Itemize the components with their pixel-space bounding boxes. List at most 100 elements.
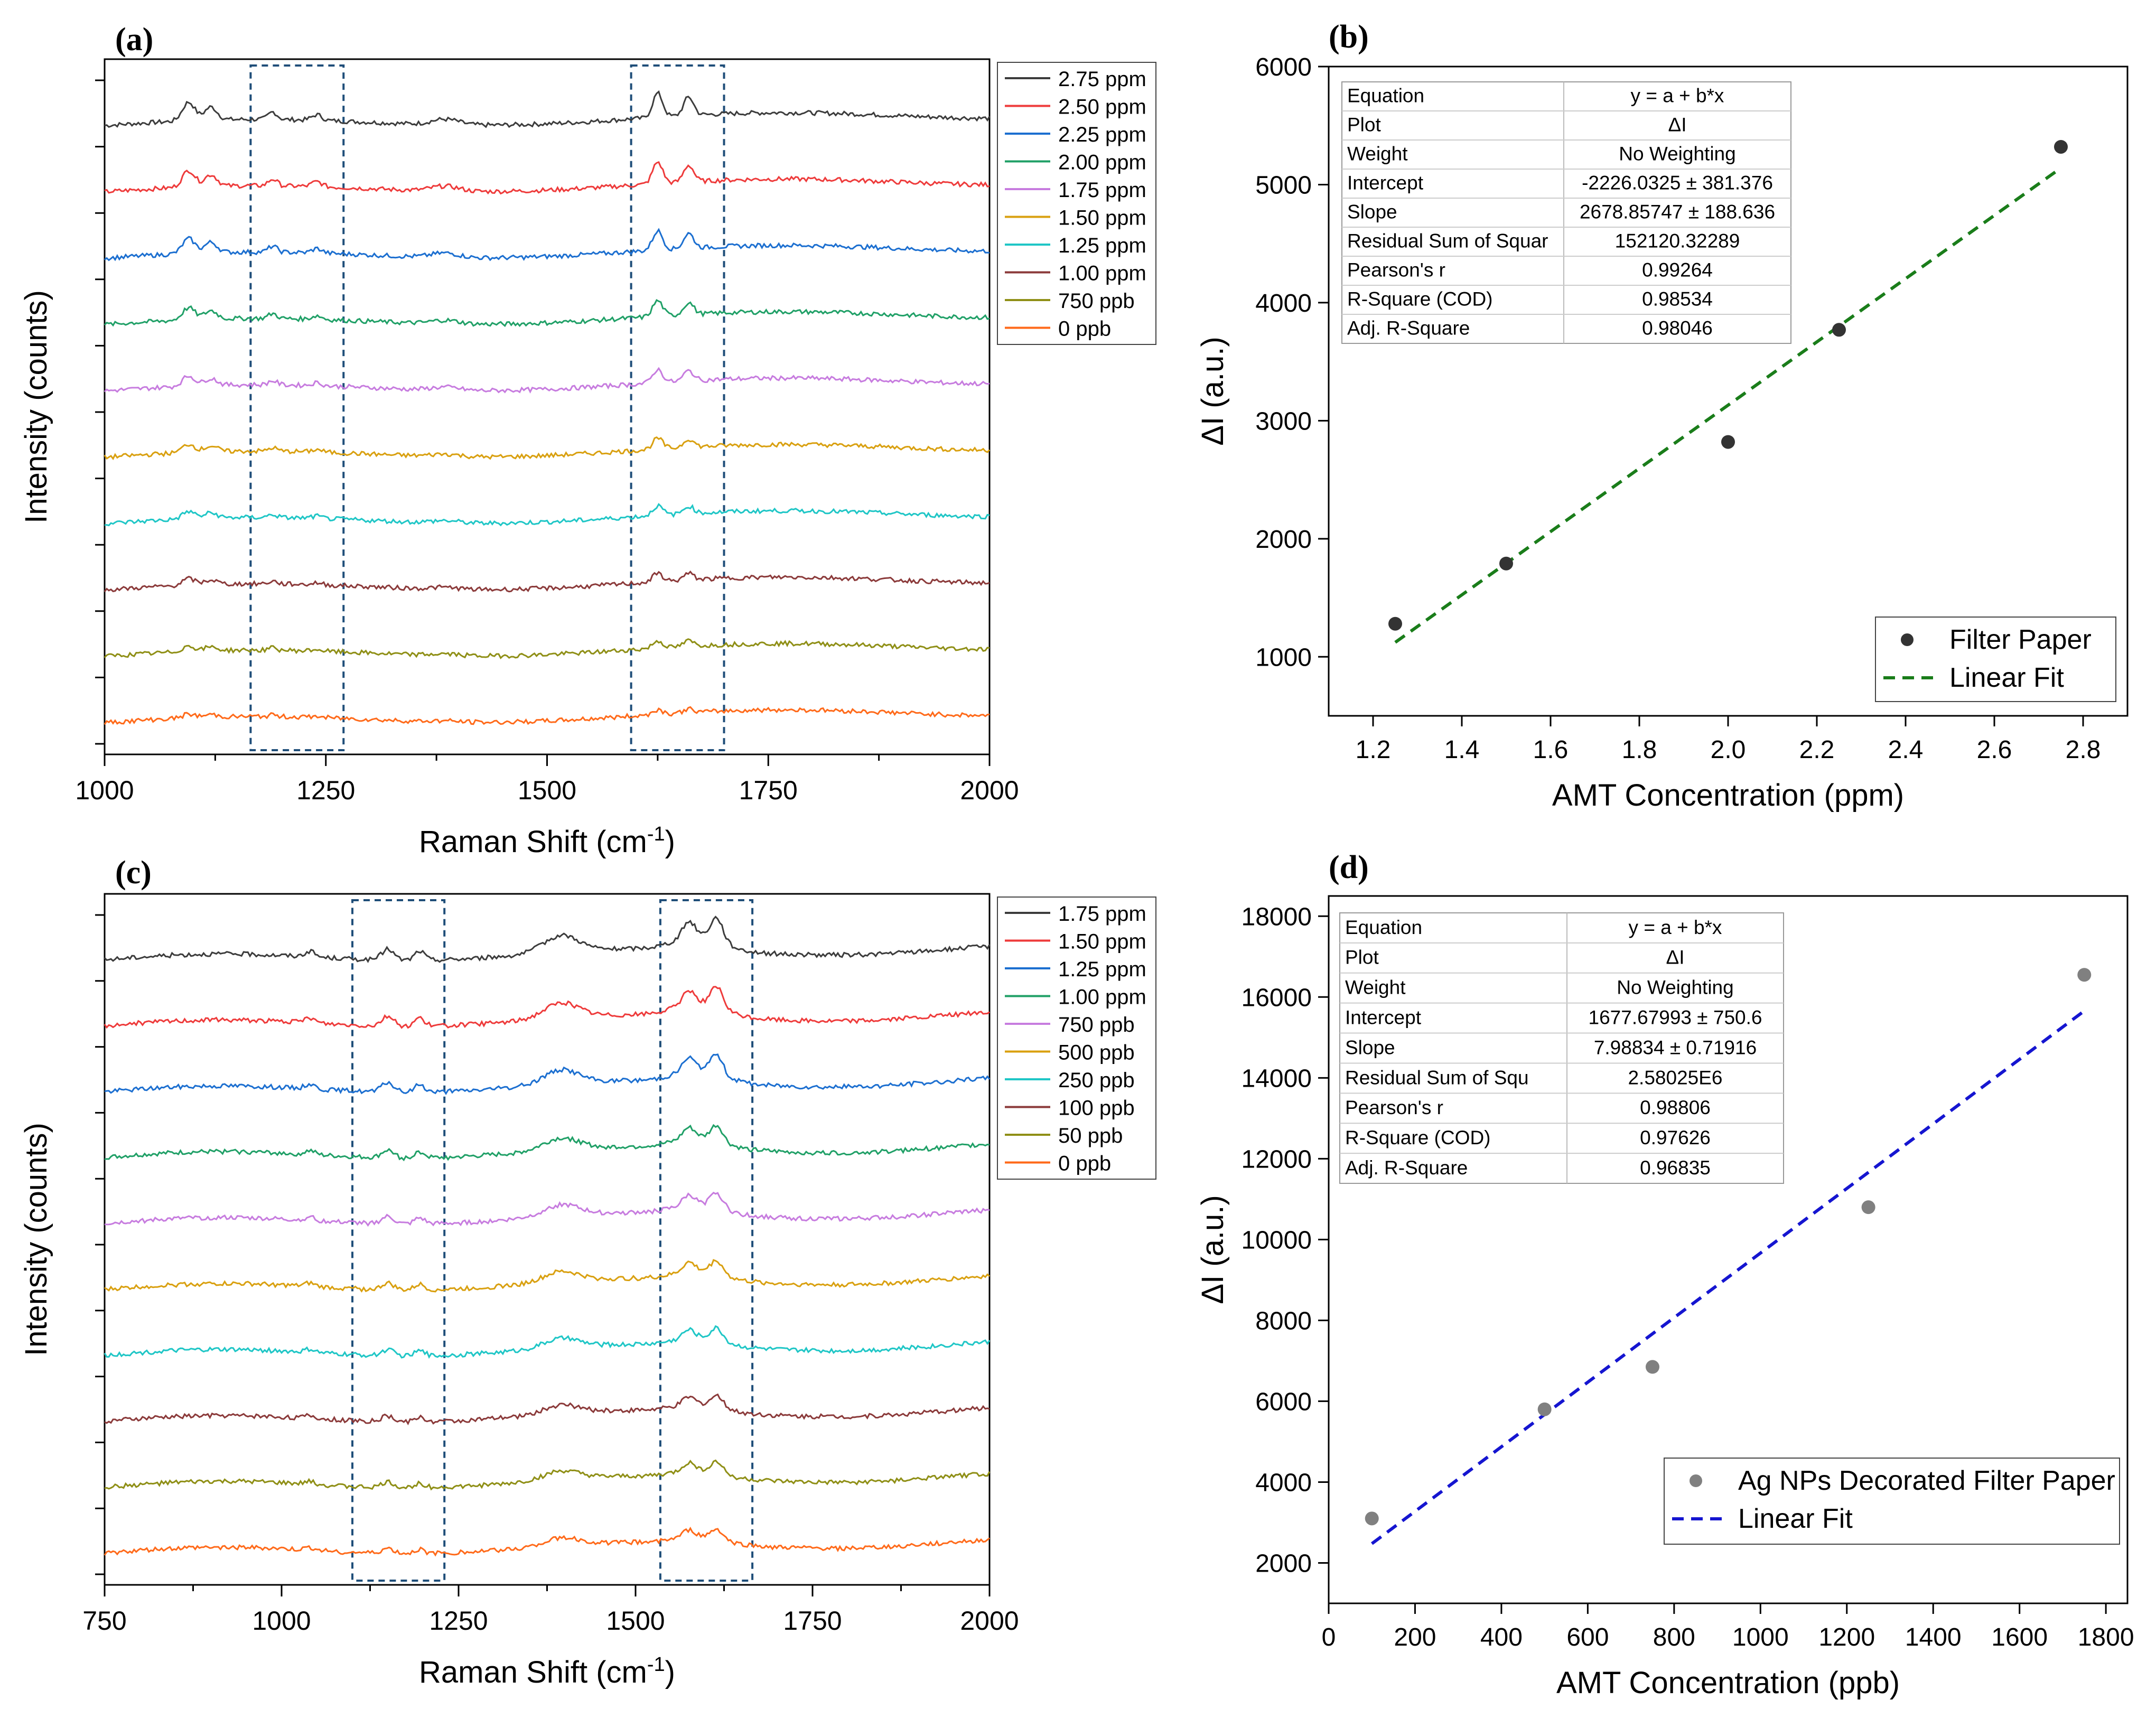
fit-line: [1370, 1010, 2086, 1545]
x-tick-label: 0: [1322, 1623, 1336, 1651]
x-tick-label: 1000: [1732, 1623, 1789, 1651]
x-tick-label: 1400: [1905, 1623, 1962, 1651]
legend: Ag NPs Decorated Filter Paper Linear Fit: [1664, 1458, 2120, 1545]
stats-key: Residual Sum of Squ: [1345, 1067, 1529, 1088]
x-tick-label: 400: [1480, 1623, 1523, 1651]
y-tick-label: 3000: [1255, 407, 1312, 435]
plot-frame: [1328, 895, 2129, 1604]
x-tick-label: 800: [1653, 1623, 1695, 1651]
stats-value: 0.98534: [1642, 288, 1713, 310]
legend-label: 1.75 ppm: [1058, 179, 1146, 202]
panel-label: (b): [1329, 19, 1369, 55]
stats-value: 0.98046: [1642, 317, 1713, 339]
legend: Filter Paper Linear Fit: [1875, 617, 2116, 702]
stats-value: 1677.67993 ± 750.6: [1589, 1006, 1762, 1028]
stats-table-frame: [1339, 912, 1784, 1184]
stats-value: ΔI: [1666, 947, 1685, 968]
legend-label: Linear Fit: [1738, 1503, 1853, 1534]
data-point: [1645, 1360, 1659, 1374]
legend-box: [997, 62, 1156, 345]
legend-label: Filter Paper: [1949, 624, 2092, 655]
x-axis-label: Raman Shift (cm-1): [419, 1654, 675, 1689]
panel-label: (a): [115, 22, 153, 58]
x-tick-label: 1250: [296, 776, 355, 805]
stats-value: ΔI: [1668, 114, 1687, 136]
stats-key: R-Square (COD): [1347, 288, 1493, 310]
data-point: [1499, 556, 1513, 571]
x-tick-label: 1.2: [1356, 736, 1391, 764]
stats-value: 7.98834 ± 0.71916: [1594, 1036, 1757, 1058]
stats-key: Equation: [1345, 917, 1422, 938]
legend-label: 1.25 ppm: [1058, 234, 1146, 257]
legend-label: 250 ppb: [1058, 1069, 1135, 1092]
stats-value: 0.99264: [1642, 259, 1713, 281]
y-tick-label: 12000: [1242, 1145, 1312, 1173]
legend-label: 1.00 ppm: [1058, 986, 1146, 1009]
data-point: [2077, 968, 2092, 982]
stats-key: Slope: [1345, 1036, 1395, 1058]
panel-d: (d) 0 200 400 600 800 1000 1200 1400 1600 1800 2000…: [1196, 849, 2134, 1700]
legend: 2.75 ppm 2.50 ppm 2.25 ppm 2.00 ppm 1.75 ppm…: [997, 62, 1156, 345]
x-axis-label: AMT Concentration (ppb): [1556, 1666, 1900, 1700]
stats-key: Intercept: [1347, 172, 1424, 194]
highlight-region-box: [249, 64, 345, 751]
panel-a: (a) 1000 1250 1500 1750 2000 Raman Shift (cm-1…: [19, 22, 1156, 859]
y-tick-label: 5000: [1255, 171, 1312, 199]
stats-key: Pearson's r: [1345, 1097, 1443, 1118]
y-tick-label: 6000: [1255, 1388, 1312, 1416]
x-tick-label: 1200: [1818, 1623, 1875, 1651]
x-tick-label: 2.0: [1711, 736, 1746, 764]
legend-label: 1.75 ppm: [1058, 902, 1146, 926]
panel-label: (d): [1329, 849, 1369, 885]
series-line: [104, 916, 991, 964]
legend-label: 2.00 ppm: [1058, 151, 1146, 174]
x-tick-label: 2.4: [1888, 736, 1924, 764]
x-tick-label: 600: [1566, 1623, 1609, 1651]
series-line: [104, 1124, 990, 1162]
stats-value: No Weighting: [1619, 143, 1735, 165]
x-tick-label: 1500: [606, 1606, 665, 1636]
y-tick-label: 14000: [1242, 1064, 1312, 1092]
stats-value: -2226.0325 ± 381.376: [1582, 172, 1773, 194]
y-tick-label: 4000: [1255, 289, 1312, 317]
series-line: [104, 1325, 991, 1359]
stats-value: 2678.85747 ± 188.636: [1580, 201, 1775, 223]
x-tick-label: 1.6: [1533, 736, 1569, 764]
x-tick-label: 750: [82, 1606, 126, 1636]
stats-table: Equation y = a + b*x Plot ΔI Weight No Weight…: [1341, 81, 1791, 344]
x-tick-label: 1800: [2078, 1623, 2134, 1651]
panel-c: (c) 750 1000 1250 1500 1750 2000 Raman Shift (c…: [19, 855, 1156, 1689]
stats-key: Plot: [1347, 114, 1381, 136]
x-tick-label: 2.8: [2066, 736, 2101, 764]
y-tick-label: 8000: [1255, 1307, 1312, 1335]
series-line: [104, 570, 990, 593]
legend-label: 50 ppb: [1058, 1124, 1123, 1147]
stats-value: No Weighting: [1617, 977, 1733, 998]
stats-key: Adj. R-Square: [1347, 317, 1470, 339]
y-tick-label: 1000: [1255, 643, 1312, 671]
x-tick-label: 1750: [739, 776, 798, 805]
legend-label: 0 ppb: [1058, 317, 1111, 341]
stats-value: 2.58025E6: [1628, 1067, 1722, 1088]
series-line: [104, 638, 990, 659]
stats-key: Weight: [1347, 143, 1408, 165]
stats-table-frame: [1341, 81, 1791, 344]
panel-b: (b) 1.2 1.4 1.6 1.8 2.0 2.2 2.4 2.6 2.8 1000 2000 30…: [1196, 19, 2129, 813]
x-axis-label-end: ): [665, 1655, 675, 1689]
data-point: [2054, 139, 2068, 154]
stats-value: 152120.32289: [1615, 230, 1740, 252]
y-tick-label: 16000: [1242, 984, 1312, 1012]
x-axis-label-sup: -1: [647, 823, 665, 845]
x-tick-label: 1.8: [1622, 736, 1657, 764]
stats-value: 0.98806: [1640, 1097, 1711, 1118]
stats-key: Weight: [1345, 977, 1406, 998]
data-point: [1861, 1200, 1875, 1215]
legend-box: [1875, 617, 2116, 702]
stats-value: 0.96835: [1640, 1157, 1711, 1179]
legend-label: Ag NPs Decorated Filter Paper: [1738, 1465, 2115, 1496]
stats-key: R-Square (COD): [1345, 1127, 1491, 1148]
panel-label: (c): [115, 855, 152, 891]
data-point: [1537, 1402, 1552, 1416]
x-tick-label: 2000: [960, 1606, 1019, 1636]
stats-value: y = a + b*x: [1629, 917, 1722, 938]
